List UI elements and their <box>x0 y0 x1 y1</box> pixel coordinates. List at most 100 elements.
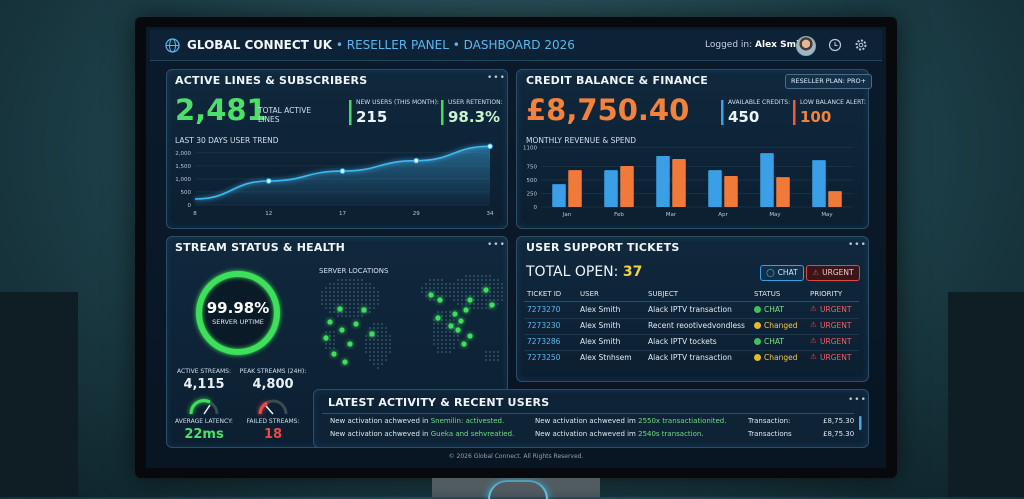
ticket-subject: Alack IPTV transaction <box>648 305 732 314</box>
ticket-user: Alex Smith <box>580 305 621 314</box>
map-dot <box>472 286 476 290</box>
map-dot <box>432 282 436 286</box>
table-header: STATUS <box>754 290 781 298</box>
avatar[interactable] <box>796 36 816 56</box>
map-dot <box>356 310 360 314</box>
map-dot <box>484 294 488 298</box>
map-dot <box>432 286 436 290</box>
map-dot <box>452 334 456 338</box>
map-dot <box>384 326 388 330</box>
server-location <box>339 327 345 333</box>
map-dot <box>440 330 444 334</box>
panel-menu[interactable]: ••• <box>487 73 506 83</box>
map-dot <box>360 294 364 298</box>
map-dot <box>472 298 476 302</box>
server-location <box>327 319 333 325</box>
map-dot <box>432 342 436 346</box>
x-tick-label: 34 <box>487 211 494 217</box>
map-dot <box>468 286 472 290</box>
map-dot <box>472 290 476 294</box>
clock-icon[interactable] <box>828 38 842 52</box>
map-dot <box>332 330 336 334</box>
map-dot <box>336 302 340 306</box>
panel-menu[interactable]: ••• <box>848 240 867 250</box>
map-dot <box>476 290 480 294</box>
y-tick-label: 0 <box>534 205 538 211</box>
map-dot <box>496 286 500 290</box>
map-dot <box>460 282 464 286</box>
tickets-panel <box>516 236 869 382</box>
map-dot <box>440 290 444 294</box>
server-location <box>452 311 458 317</box>
chart-title: MONTHLY REVENUE & SPEND <box>526 136 637 145</box>
priority-icon: ⚠ <box>810 304 817 313</box>
map-dot <box>372 290 376 294</box>
map-dot <box>356 306 360 310</box>
map-dot <box>328 342 332 346</box>
ticket-status: Changed <box>764 353 798 362</box>
map-dot <box>360 282 364 286</box>
map-dot <box>340 298 344 302</box>
footer: © 2026 Global Connect. All Rights Reserv… <box>448 453 584 460</box>
map-dot <box>328 310 332 314</box>
map-dot <box>468 302 472 306</box>
map-dot <box>468 306 472 310</box>
transaction-amount: £8,75.30 <box>823 430 855 438</box>
x-tick-label: May <box>821 212 833 218</box>
map-dot <box>496 278 500 282</box>
map-dot <box>384 346 388 350</box>
plan-badge: RESELLER PLAN: PRO+ <box>785 74 873 89</box>
map-dot <box>348 278 352 282</box>
transaction-label: Transaction: <box>748 417 791 425</box>
map-dot <box>476 306 480 310</box>
urgent-button[interactable]: ⚠ URGENT <box>806 265 860 281</box>
map-dot <box>484 278 488 282</box>
map-dot <box>364 346 368 350</box>
map-dot <box>488 354 492 358</box>
map-dot <box>372 286 376 290</box>
map-dot <box>376 334 380 338</box>
map-dot <box>332 298 336 302</box>
map-dot <box>356 282 360 286</box>
map-dot <box>348 286 352 290</box>
map-dot <box>444 290 448 294</box>
map-dot <box>388 338 392 342</box>
map-dot <box>332 306 336 310</box>
chat-button[interactable]: ◯ CHAT <box>760 265 804 281</box>
panel-menu[interactable]: ••• <box>487 240 506 250</box>
panel-menu[interactable]: ••• <box>848 395 867 405</box>
map-dot <box>384 334 388 338</box>
map-dot <box>360 298 364 302</box>
table-header: PRIORITY <box>810 290 843 298</box>
map-dot <box>360 278 364 282</box>
y-tick-label: 500 <box>527 178 538 184</box>
map-dot <box>376 294 380 298</box>
y-tick-label: 2,000 <box>175 151 191 157</box>
settings-icon[interactable] <box>854 38 868 52</box>
map-dot <box>456 338 460 342</box>
map-dot <box>372 294 376 298</box>
map-dot <box>492 282 496 286</box>
login: Logged in: Alex Smith <box>705 41 810 50</box>
map-dot <box>460 298 464 302</box>
scrollbar <box>859 416 862 430</box>
map-dot <box>432 298 436 302</box>
map-dot <box>372 354 376 358</box>
section: • RESELLER PANEL <box>335 38 449 52</box>
map-dot <box>488 298 492 302</box>
activity-highlight: 2540s transaction. <box>638 430 704 438</box>
x-tick-label: Apr <box>718 212 728 218</box>
map-dot <box>368 286 372 290</box>
map-dot <box>432 326 436 330</box>
latency-gauge <box>189 399 211 415</box>
orange-bar <box>793 100 796 125</box>
map-dot <box>472 294 476 298</box>
map-dot <box>384 350 388 354</box>
map-dot <box>436 286 440 290</box>
map-dot <box>344 278 348 282</box>
map-dot <box>360 290 364 294</box>
ticket-id: 7273250 <box>527 353 561 362</box>
map-dot <box>484 282 488 286</box>
status-icon <box>754 354 761 361</box>
map-dot <box>456 334 460 338</box>
